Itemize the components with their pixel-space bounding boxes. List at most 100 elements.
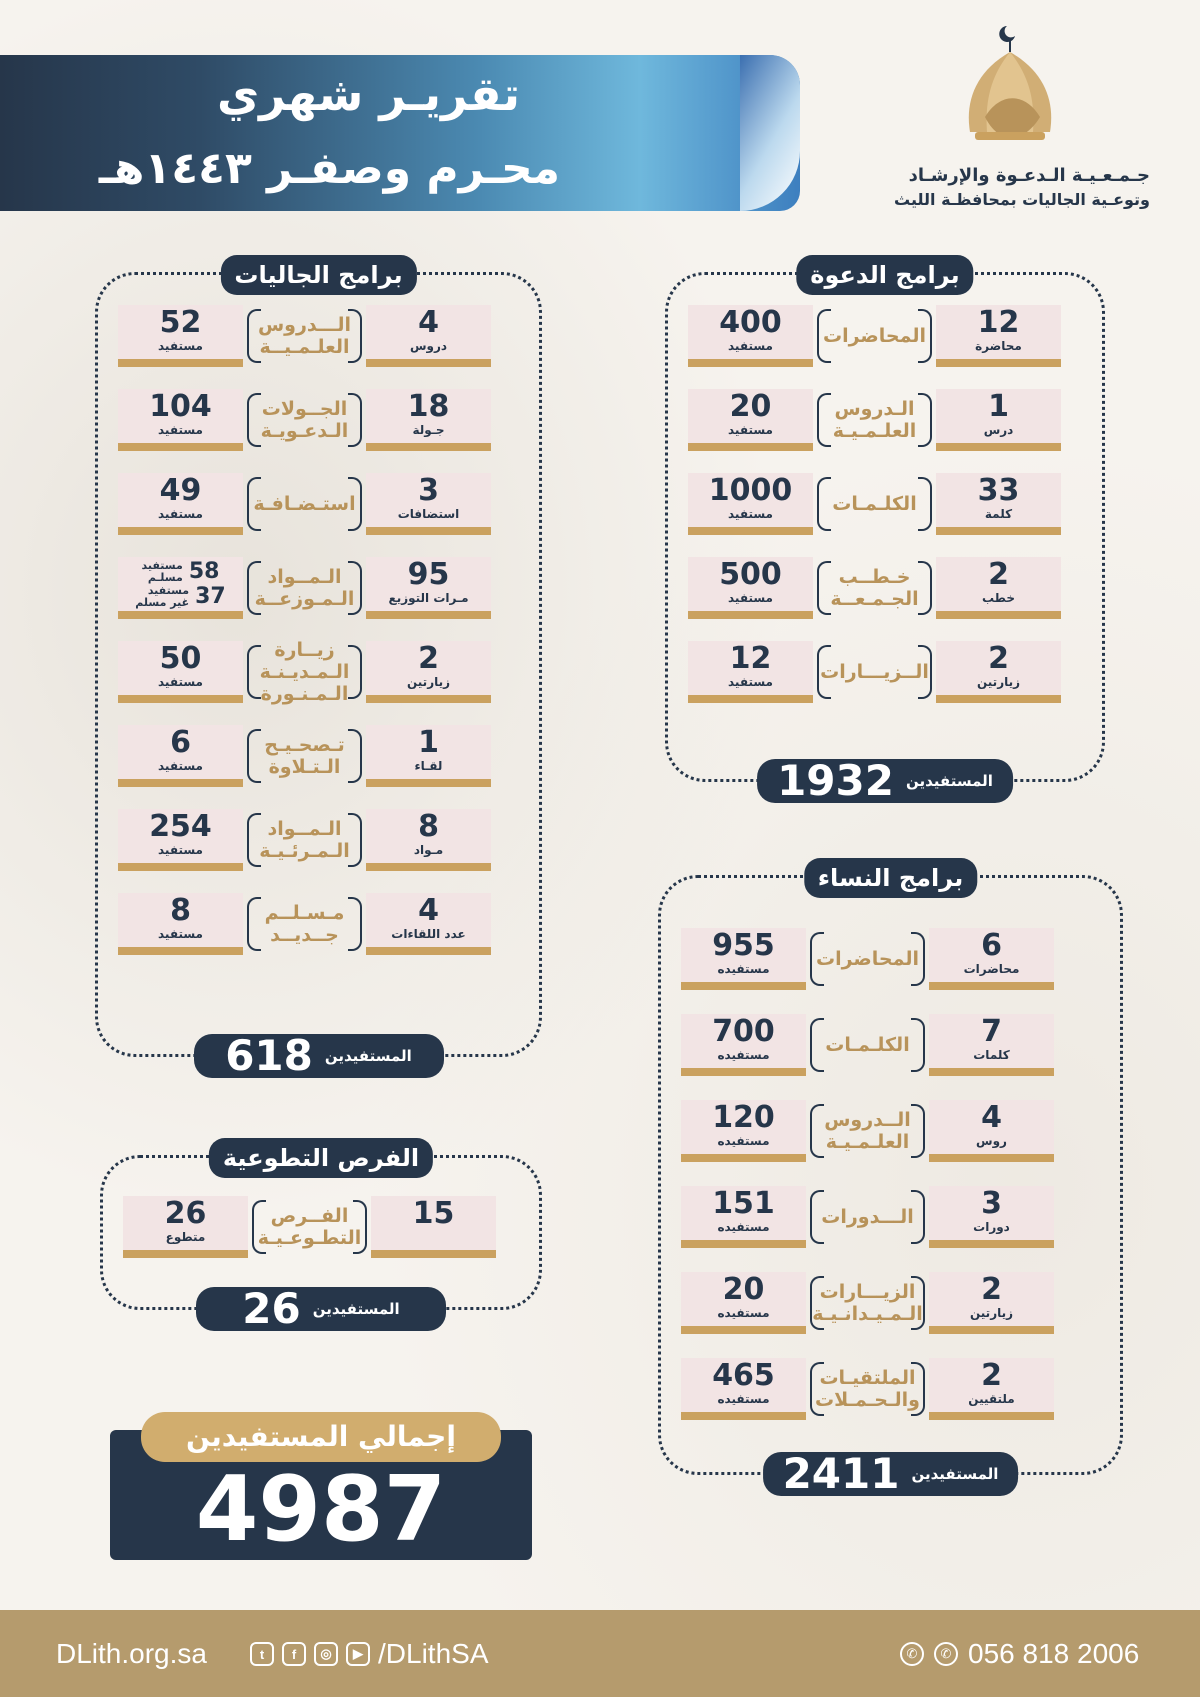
dawah-total-value: 1932 bbox=[777, 756, 894, 805]
count-unit: كلمات bbox=[973, 1048, 1010, 1062]
beneficiaries-unit: مستفيد bbox=[727, 507, 773, 521]
volunteer-section-title: الفرص التطوعية bbox=[208, 1138, 434, 1178]
communities-row: 254 مستفيد الـمــواد الـمـرئـيـة 8 مـواد bbox=[118, 809, 491, 871]
count-box: 1 لقـاء bbox=[366, 725, 491, 787]
program-label-box: المحاضرات bbox=[813, 305, 936, 367]
communities-row: 8 مستفيد مـسـلــم جــديــد 4 عدد اللقاءات bbox=[118, 893, 491, 955]
women-row: 700 مستفيده الكلـمـات 7 كلمات bbox=[681, 1014, 1054, 1076]
program-label-box: الــزيـــارات bbox=[813, 641, 936, 703]
count-box: 1 درس bbox=[936, 389, 1061, 451]
count-value: 2 bbox=[981, 1358, 1002, 1393]
beneficiaries-unit: مستفيد bbox=[157, 843, 203, 857]
grand-total-label: إجمالي المستفيدين bbox=[141, 1412, 501, 1462]
beneficiaries-box: 120 مستفيده bbox=[681, 1100, 806, 1162]
count-box: 2 ملتقيين bbox=[929, 1358, 1054, 1420]
contact-phone[interactable]: ✆ ✆ 056 818 2006 bbox=[900, 1638, 1139, 1670]
beneficiaries-unit: متطوع bbox=[165, 1230, 206, 1244]
beneficiaries-unit: مستفيده bbox=[717, 1306, 770, 1320]
program-label-box: خـطــب الجـمـعــة bbox=[813, 557, 936, 619]
beneficiaries-value: 500 bbox=[719, 557, 782, 592]
count-value: 7 bbox=[981, 1014, 1002, 1049]
beneficiaries-box: 955 مستفيده bbox=[681, 928, 806, 990]
facebook-icon[interactable]: f bbox=[282, 1642, 306, 1666]
beneficiaries-unit: مستفيده bbox=[717, 1048, 770, 1062]
program-label-box: الـــدروس العلـمـيــة bbox=[243, 305, 366, 367]
communities-programs-section: برامج الجاليات 52 مستفيد الـــدروس العلـمـ… bbox=[95, 255, 542, 1078]
dawah-programs-section: برامج الدعوة 400 مستفيد المحاضرات 12 محاضرة 2… bbox=[665, 255, 1105, 803]
count-unit: محاضرة bbox=[975, 339, 1022, 353]
phone-icon: ✆ bbox=[900, 1642, 924, 1666]
beneficiaries-box: 8 مستفيد bbox=[118, 893, 243, 955]
count-unit: مـواد bbox=[413, 843, 444, 857]
communities-total: 618 المستفيدين bbox=[193, 1034, 444, 1078]
communities-row: 104 مستفيد الجــولات الـدعـويـة 18 جـولة bbox=[118, 389, 491, 451]
organization-logo bbox=[968, 26, 1052, 140]
website-link[interactable]: DLith.org.sa bbox=[56, 1638, 207, 1669]
count-box: 2 زيارتين bbox=[936, 641, 1061, 703]
count-value: 95 bbox=[407, 557, 450, 592]
phone-number[interactable]: 056 818 2006 bbox=[968, 1638, 1140, 1669]
dawah-row: 500 مستفيد خـطــب الجـمـعــة 2 خطب bbox=[688, 557, 1061, 619]
count-value: 1 bbox=[418, 725, 439, 760]
count-value: 33 bbox=[977, 473, 1020, 508]
dawah-section-title: برامج الدعوة bbox=[796, 255, 974, 295]
women-row: 20 مستفيده الزيـــارات الـمـيـدانـيـة 2 زيار… bbox=[681, 1272, 1054, 1334]
program-label: خـطــب الجـمـعــة bbox=[830, 566, 919, 610]
program-label-box: الـمــواد الـمـوزعــة bbox=[243, 557, 366, 619]
beneficiaries-unit: مستفيد bbox=[157, 927, 203, 941]
twitter-icon[interactable]: t bbox=[250, 1642, 274, 1666]
instagram-icon[interactable]: ◎ bbox=[314, 1642, 338, 1666]
program-label-box: الكلـمـات bbox=[813, 473, 936, 535]
beneficiaries-value: 20 bbox=[722, 1272, 765, 1307]
social-links[interactable]: t f ◎ ▶ /DLithSA bbox=[250, 1638, 489, 1670]
page-title: تقريـر شهري bbox=[217, 67, 520, 121]
program-label: الـــدورات bbox=[821, 1206, 914, 1228]
count-value: 3 bbox=[418, 473, 439, 508]
beneficiaries-box: مستفيد مسلـم 58 مستفيد غير مسلم 37 bbox=[118, 557, 243, 619]
beneficiaries-box: 254 مستفيد bbox=[118, 809, 243, 871]
beneficiaries-value: 1000 bbox=[708, 473, 793, 508]
program-label: استـضـافـة bbox=[253, 493, 356, 515]
communities-row: 50 مستفيد زيــارة الـمـديـنـة الـمـنـورة 2 ز… bbox=[118, 639, 491, 705]
beneficiaries-value: 104 bbox=[149, 389, 212, 424]
program-label: الـمــواد الـمـوزعــة bbox=[254, 566, 355, 610]
program-label: الكلـمـات bbox=[832, 493, 917, 515]
count-unit: جـولة bbox=[412, 423, 445, 437]
program-label: الــزيـــارات bbox=[820, 661, 929, 683]
count-box: 12 محاضرة bbox=[936, 305, 1061, 367]
communities-row: مستفيد مسلـم 58 مستفيد غير مسلم 37 الـمــواد… bbox=[118, 557, 491, 619]
dawah-row: 12 مستفيد الــزيـــارات 2 زيارتين bbox=[688, 641, 1061, 703]
beneficiaries-unit: مستفيد bbox=[157, 675, 203, 689]
count-box: 2 زيارتين bbox=[366, 641, 491, 703]
program-label-box: الـــدورات bbox=[806, 1186, 929, 1248]
volunteer-row: 26 متطوع الفــرص التطـوعـيـة 15 bbox=[123, 1196, 496, 1258]
women-row: 151 مستفيده الـــدورات 3 دورات bbox=[681, 1186, 1054, 1248]
youtube-icon[interactable]: ▶ bbox=[346, 1642, 370, 1666]
count-value: 4 bbox=[418, 893, 439, 928]
program-label-box: الفــرص التطـوعـيـة bbox=[248, 1196, 371, 1258]
beneficiaries-box: 465 مستفيده bbox=[681, 1358, 806, 1420]
page-subtitle: محـرم وصفـر ١٤٤٣هـ bbox=[98, 143, 560, 194]
women-total-value: 2411 bbox=[782, 1449, 900, 1498]
count-value: 4 bbox=[981, 1100, 1002, 1135]
beneficiaries-value: 955 bbox=[712, 928, 775, 963]
count-value: 2 bbox=[988, 641, 1009, 676]
program-label: الكلـمـات bbox=[825, 1034, 910, 1056]
program-label: الملتقيـات والـحـمـلات bbox=[815, 1367, 920, 1411]
social-handle[interactable]: /DLithSA bbox=[378, 1638, 489, 1669]
beneficiaries-unit: مستفيد bbox=[157, 423, 203, 437]
beneficiaries-value: 465 bbox=[712, 1358, 775, 1393]
beneficiaries-box: 50 مستفيد bbox=[118, 641, 243, 703]
volunteer-total-value: 26 bbox=[242, 1284, 301, 1333]
count-box: 4 روس bbox=[929, 1100, 1054, 1162]
communities-section-title: برامج الجاليات bbox=[220, 255, 417, 295]
whatsapp-icon: ✆ bbox=[934, 1642, 958, 1666]
program-label: الجــولات الـدعـويـة bbox=[260, 398, 349, 442]
count-unit: كلمة bbox=[984, 507, 1013, 521]
dawah-row: 400 مستفيد المحاضرات 12 محاضرة bbox=[688, 305, 1061, 367]
beneficiaries-split-unit: مستفيد غير مسلم bbox=[135, 583, 190, 609]
program-label-box: الكلـمـات bbox=[806, 1014, 929, 1076]
beneficiaries-unit: مستفيد bbox=[157, 507, 203, 521]
beneficiaries-value: 254 bbox=[149, 809, 212, 844]
beneficiaries-unit: مستفيده bbox=[717, 1392, 770, 1406]
